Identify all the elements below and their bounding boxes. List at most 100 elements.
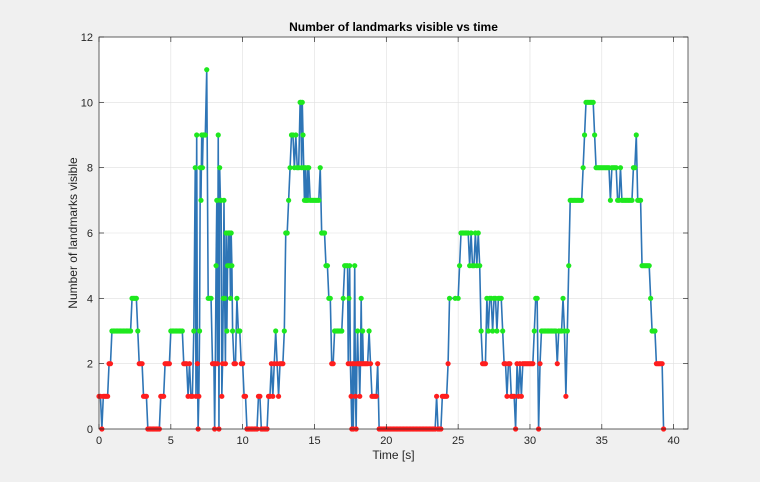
data-point: [215, 361, 220, 366]
data-point: [273, 328, 278, 333]
data-point: [300, 100, 305, 105]
data-point: [306, 165, 311, 170]
data-point: [359, 296, 364, 301]
data-point: [208, 296, 213, 301]
data-point: [180, 328, 185, 333]
data-point: [629, 198, 634, 203]
data-point: [200, 165, 205, 170]
data-point: [483, 361, 488, 366]
data-point: [193, 165, 198, 170]
data-point: [280, 361, 285, 366]
data-point: [445, 361, 450, 366]
data-point: [555, 361, 560, 366]
data-point: [144, 394, 149, 399]
data-point: [355, 328, 360, 333]
data-point: [203, 132, 208, 137]
data-point: [221, 198, 226, 203]
data-point: [632, 165, 637, 170]
data-point: [346, 296, 351, 301]
data-point: [341, 296, 346, 301]
data-point: [300, 132, 305, 137]
data-point: [579, 198, 584, 203]
x-tick-label: 40: [668, 435, 680, 447]
data-point: [229, 230, 234, 235]
data-point: [204, 67, 209, 72]
data-point: [135, 328, 140, 333]
x-tick-label: 20: [380, 435, 392, 447]
data-point: [618, 165, 623, 170]
x-tick-label: 5: [168, 435, 174, 447]
data-point: [494, 328, 499, 333]
data-point: [270, 394, 275, 399]
data-point: [368, 361, 373, 366]
data-point: [286, 198, 291, 203]
data-point: [228, 296, 233, 301]
data-point: [652, 328, 657, 333]
x-tick-label: 35: [596, 435, 608, 447]
data-point: [366, 328, 371, 333]
data-point: [347, 263, 352, 268]
data-point: [479, 328, 484, 333]
data-point: [322, 230, 327, 235]
y-tick-label: 4: [87, 293, 93, 305]
data-point: [285, 230, 290, 235]
data-point: [140, 361, 145, 366]
data-point: [224, 328, 229, 333]
data-point: [223, 361, 228, 366]
data-point: [500, 328, 505, 333]
x-tick-label: 25: [452, 435, 464, 447]
data-point: [565, 328, 570, 333]
y-tick-label: 8: [87, 163, 93, 175]
data-point: [108, 361, 113, 366]
data-point: [195, 361, 200, 366]
data-point: [532, 328, 537, 333]
data-point: [276, 394, 281, 399]
data-point: [375, 361, 380, 366]
data-point: [282, 328, 287, 333]
data-point: [293, 132, 298, 137]
x-tick-label: 0: [96, 435, 102, 447]
data-point: [331, 361, 336, 366]
data-point: [563, 394, 568, 399]
data-point: [328, 296, 333, 301]
data-point: [507, 361, 512, 366]
data-point: [638, 198, 643, 203]
data-point: [237, 328, 242, 333]
data-point: [161, 394, 166, 399]
data-point: [339, 328, 344, 333]
data-point: [216, 132, 221, 137]
x-tick-label: 15: [308, 435, 320, 447]
data-point: [537, 361, 542, 366]
data-point: [444, 394, 449, 399]
data-point: [434, 394, 439, 399]
data-point: [560, 296, 565, 301]
y-tick-label: 6: [87, 228, 93, 240]
data-point: [591, 100, 596, 105]
data-point: [456, 296, 461, 301]
data-point: [648, 296, 653, 301]
data-point: [197, 328, 202, 333]
data-point: [222, 296, 227, 301]
data-point: [477, 263, 482, 268]
data-point: [357, 394, 362, 399]
y-tick-label: 2: [87, 359, 93, 371]
x-axis-label: Time [s]: [372, 448, 414, 462]
data-point: [198, 198, 203, 203]
y-axis-label: Number of landmarks visible: [66, 157, 80, 309]
data-point: [535, 296, 540, 301]
data-point: [352, 263, 357, 268]
data-point: [187, 361, 192, 366]
data-point: [257, 394, 262, 399]
data-point: [581, 165, 586, 170]
data-point: [660, 361, 665, 366]
data-point: [217, 165, 222, 170]
data-point: [243, 394, 248, 399]
data-point: [592, 132, 597, 137]
data-point: [530, 361, 535, 366]
data-point: [374, 394, 379, 399]
data-point: [213, 263, 218, 268]
data-point: [647, 263, 652, 268]
data-point: [167, 361, 172, 366]
chart-title: Number of landmarks visible vs time: [289, 20, 498, 34]
